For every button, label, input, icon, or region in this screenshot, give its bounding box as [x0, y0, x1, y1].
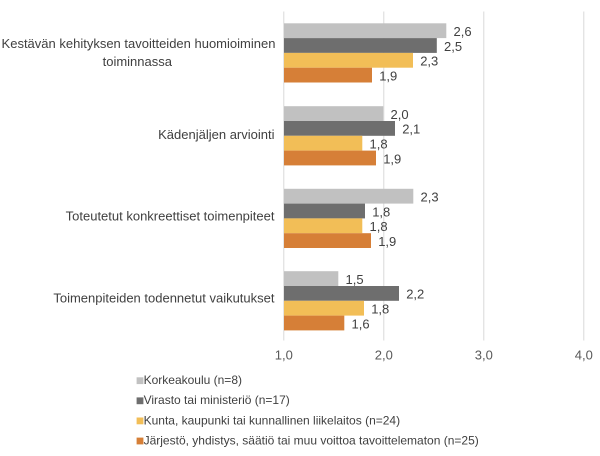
svg-text:Kädenjäljen arviointi: Kädenjäljen arviointi [158, 127, 274, 142]
svg-text:2,5: 2,5 [444, 39, 462, 54]
svg-text:1,9: 1,9 [383, 151, 401, 166]
svg-text:Järjestö, yhdistys, säätiö tai: Järjestö, yhdistys, säätiö tai muu voitt… [144, 433, 479, 447]
svg-text:toiminnassa: toiminnassa [103, 54, 173, 69]
svg-text:2,2: 2,2 [406, 287, 424, 302]
svg-text:Virasto tai ministeriö (n=17): Virasto tai ministeriö (n=17) [144, 393, 290, 407]
svg-text:2,6: 2,6 [454, 24, 472, 39]
svg-text:Toimenpiteiden todennetut vaik: Toimenpiteiden todennetut vaikutukset [53, 291, 275, 306]
svg-text:2,0: 2,0 [391, 107, 409, 122]
svg-text:1,0: 1,0 [275, 348, 293, 363]
svg-text:Kunta, kaupunki tai kunnalline: Kunta, kaupunki tai kunnallinen liikelai… [144, 413, 401, 427]
svg-text:3,0: 3,0 [475, 348, 493, 363]
svg-text:Korkeakoulu (n=8): Korkeakoulu (n=8) [144, 373, 242, 387]
svg-text:1,8: 1,8 [370, 219, 388, 234]
svg-text:Toteutetut konkreettiset toime: Toteutetut konkreettiset toimenpiteet [66, 209, 275, 224]
svg-text:Kestävän kehityksen tavoitteid: Kestävän kehityksen tavoitteiden huomioi… [2, 36, 276, 51]
svg-text:1,8: 1,8 [370, 137, 388, 152]
svg-text:2,3: 2,3 [420, 54, 438, 69]
svg-text:1,9: 1,9 [379, 68, 397, 83]
svg-text:1,6: 1,6 [352, 316, 370, 331]
svg-text:1,8: 1,8 [372, 204, 390, 219]
svg-text:1,5: 1,5 [346, 272, 364, 287]
svg-text:1,8: 1,8 [371, 302, 389, 317]
svg-text:2,3: 2,3 [421, 190, 439, 205]
svg-text:2,1: 2,1 [402, 122, 420, 137]
svg-text:1,9: 1,9 [378, 234, 396, 249]
svg-text:4,0: 4,0 [575, 348, 593, 363]
svg-text:2,0: 2,0 [375, 348, 393, 363]
